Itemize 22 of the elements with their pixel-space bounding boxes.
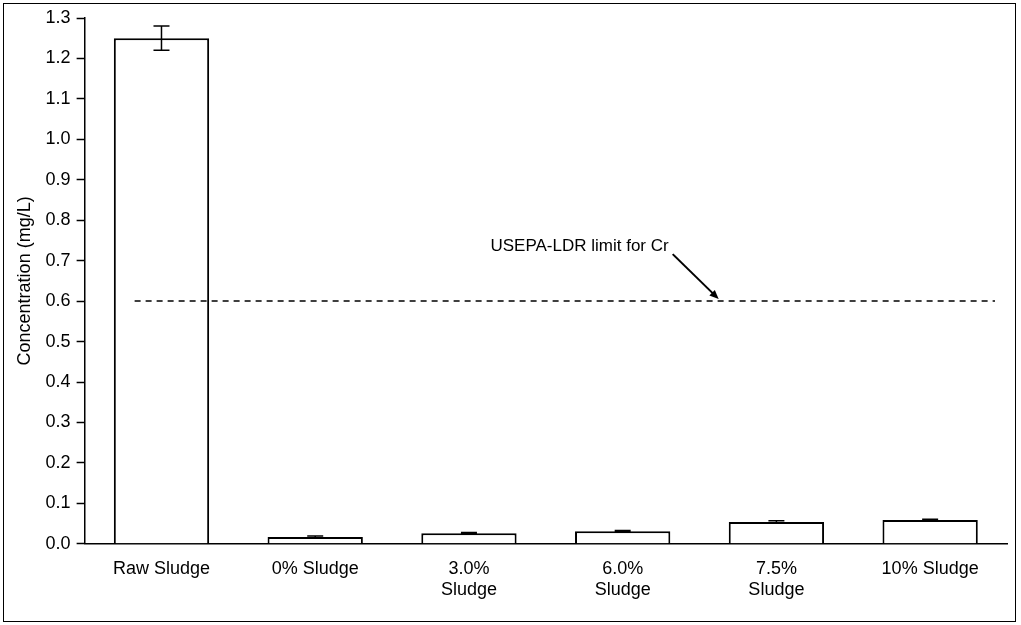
y-tick-label: 0.3 xyxy=(45,411,71,432)
x-tick-label: 3.0% Sludge xyxy=(440,557,497,600)
y-tick-label: 0.5 xyxy=(45,330,71,351)
y-tick-label: 0.1 xyxy=(45,492,71,513)
y-tick-label: 1.3 xyxy=(45,6,71,27)
x-tick-label: 10% Sludge xyxy=(881,557,979,578)
y-axis-title: Concentration (mg/L) xyxy=(13,196,34,366)
x-tick-label: 0% Sludge xyxy=(271,557,359,578)
y-tick-label: 0.9 xyxy=(45,168,71,189)
x-tick-label: 6.0% Sludge xyxy=(594,557,651,600)
y-tick-label: 1.1 xyxy=(45,87,71,108)
y-tick-label: 0.4 xyxy=(45,370,71,391)
y-tick-label: 0.6 xyxy=(45,290,71,311)
x-tick-label: 7.5% Sludge xyxy=(748,557,805,600)
y-tick-label: 0.7 xyxy=(45,249,71,270)
ref-line-label: USEPA-LDR limit for Cr xyxy=(490,235,670,255)
x-tick-label: Raw Sludge xyxy=(112,557,211,578)
text: 0.0 xyxy=(45,532,71,553)
y-tick-label: 1.2 xyxy=(45,47,71,68)
text: 1.0 xyxy=(45,128,71,149)
y-tick-label: 0.8 xyxy=(45,209,71,230)
y-tick-label: 0.2 xyxy=(45,451,71,472)
